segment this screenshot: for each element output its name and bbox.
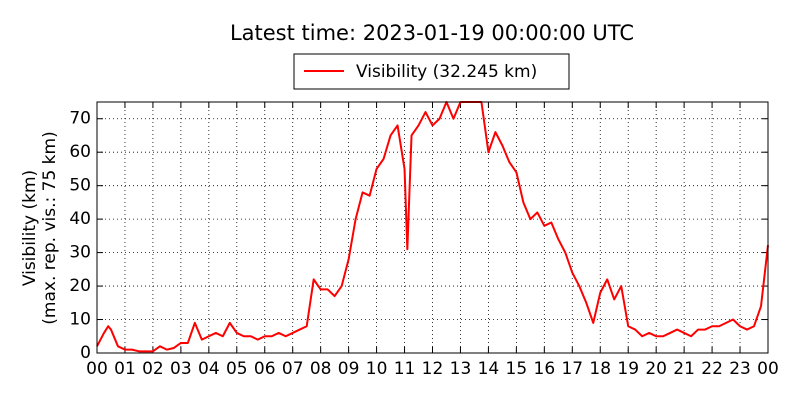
- y-tick-label: 20: [69, 276, 91, 296]
- x-tick-label: 11: [394, 359, 416, 379]
- x-tick-label: 18: [589, 359, 611, 379]
- y-axis-label: (max. rep. vis.: 75 km): [40, 131, 60, 324]
- x-tick-label: 05: [226, 359, 248, 379]
- x-tick-label: 04: [198, 359, 220, 379]
- y-tick-label: 50: [69, 176, 91, 196]
- y-tick-label: 0: [80, 343, 91, 363]
- x-tick-label: 21: [673, 359, 695, 379]
- x-tick-label: 08: [310, 359, 332, 379]
- x-tick-label: 01: [114, 359, 136, 379]
- x-tick-label: 10: [366, 359, 388, 379]
- series-line: [96, 101, 769, 353]
- plot-frame: [96, 101, 769, 354]
- x-tick-label: 07: [282, 359, 304, 379]
- x-tick-label: 12: [422, 359, 444, 379]
- chart-title: Latest time: 2023-01-19 00:00:00 UTC: [230, 21, 634, 45]
- x-tick-label: 17: [561, 359, 583, 379]
- x-tick-label: 02: [142, 359, 164, 379]
- x-tick-label: 19: [617, 359, 639, 379]
- x-tick-label: 15: [506, 359, 528, 379]
- x-tick-label: 13: [450, 359, 472, 379]
- x-tick-label: 00: [86, 359, 108, 379]
- y-axis-label: Visibility (km): [20, 170, 40, 286]
- y-tick-label: 60: [69, 142, 91, 162]
- y-tick-label: 30: [69, 243, 91, 263]
- y-tick-label: 10: [69, 310, 91, 330]
- x-tick-label: 14: [478, 359, 500, 379]
- x-tick-label: 03: [170, 359, 192, 379]
- x-tick-label: 22: [701, 359, 723, 379]
- x-tick-label: 23: [729, 359, 751, 379]
- x-tick-label: 06: [254, 359, 276, 379]
- legend-label: Visibility (32.245 km): [356, 62, 537, 82]
- x-tick-label: 16: [534, 359, 556, 379]
- x-tick-label: 09: [338, 359, 360, 379]
- x-tick-label: 20: [645, 359, 667, 379]
- y-tick-label: 40: [69, 209, 91, 229]
- y-tick-label: 70: [69, 109, 91, 129]
- x-tick-label: 00: [757, 359, 779, 379]
